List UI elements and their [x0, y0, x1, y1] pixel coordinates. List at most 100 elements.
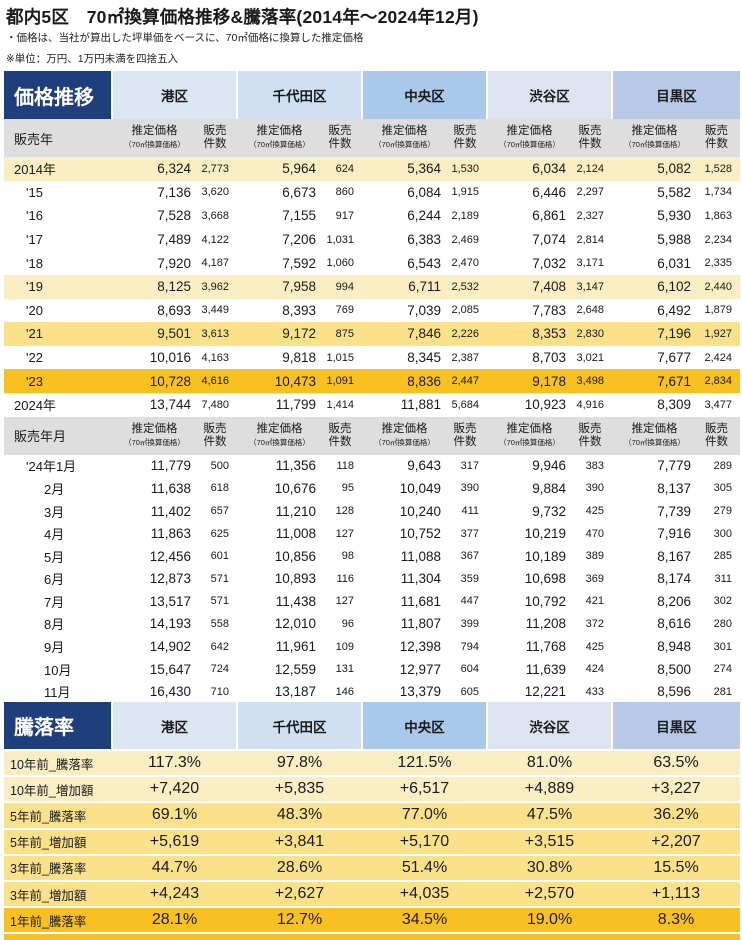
monthly-price-cell: 10,240	[399, 503, 441, 519]
yearly-count-cell: 3,620	[201, 186, 229, 199]
yearly-row: '17 7,489 4,122 7,206 1,031 6,383 2,469 7,074 2,…	[4, 228, 740, 252]
monthly-count-cell: 131	[335, 663, 354, 676]
yearly-count-cell: 4,163	[201, 351, 229, 364]
rate-value-cell: +2,570	[487, 879, 612, 908]
monthly-count-cell: 389	[585, 550, 604, 563]
yearly-count-cell: 4,122	[201, 233, 229, 246]
yearly-count-cell: 3,449	[201, 304, 229, 317]
count-header-line1: 販売	[453, 125, 477, 137]
monthly-count-cell: 116	[336, 572, 354, 585]
yearly-count-cell: 994	[322, 274, 362, 299]
yearly-price-cell: 7,958	[237, 274, 322, 299]
yearly-price-header: 推定価格 （70㎡換算価格）	[362, 119, 447, 157]
monthly-count-cell: 424	[585, 663, 604, 676]
yearly-price-cell: 6,543	[407, 255, 441, 271]
monthly-count-cell: 279	[713, 505, 732, 518]
yearly-count-cell: 917	[335, 209, 354, 222]
yearly-count-cell: 1,528	[697, 157, 740, 181]
price-table: 価格推移 港区 千代田区 中央区 渋谷区 目黒区 販売年 推定価格 （70㎡換算価格…	[4, 71, 740, 726]
rate-ward-header-chuo: 中央区	[361, 702, 487, 750]
yearly-count-cell: 2,297	[576, 186, 604, 199]
count-header-line2: 件数	[328, 435, 352, 448]
yearly-count-cell: 1,414	[326, 398, 354, 411]
monthly-count-cell: 625	[210, 527, 229, 540]
monthly-count-cell: 425	[585, 505, 604, 518]
count-header-line2: 件数	[328, 138, 352, 150]
monthly-count-cell: 604	[460, 663, 479, 676]
yearly-price-cell: 5,988	[657, 232, 691, 248]
monthly-count-cell: 281	[713, 685, 732, 698]
rate-section-title: 騰落率	[4, 702, 112, 750]
yearly-count-cell: 1,927	[697, 322, 740, 346]
monthly-price-cell: 15,647	[149, 661, 191, 677]
monthly-count-cell: 95	[341, 482, 354, 495]
monthly-price-cell: 8,137	[657, 480, 691, 496]
count-header-line2: 件数	[705, 138, 728, 150]
count-header-line1: 販売	[705, 422, 728, 435]
rate-value-cell: +3,515	[487, 827, 612, 855]
yearly-row-label: 2024年	[14, 398, 56, 414]
monthly-count-cell: 372	[585, 617, 604, 630]
monthly-count-cell: 305	[713, 482, 732, 495]
monthly-price-cell: 11,088	[400, 548, 441, 564]
price-header-subtext: （70㎡換算価格）	[624, 140, 685, 149]
monthly-count-cell: 724	[210, 663, 229, 676]
yearly-count-cell: 4,187	[201, 257, 229, 270]
rate-value-cell: 69.1%	[112, 801, 237, 829]
monthly-count-cell: 359	[460, 572, 479, 585]
monthly-price-header: 推定価格 （70㎡換算価格）	[612, 416, 697, 455]
yearly-period-label: 販売年	[4, 119, 112, 157]
monthly-count-cell: 447	[460, 595, 479, 608]
rate-value-cell: +5,619	[112, 827, 237, 855]
yearly-row-label: '20	[26, 302, 43, 318]
monthly-price-cell: 13,517	[149, 593, 191, 609]
yearly-count-header: 販売 件数	[322, 119, 362, 157]
monthly-price-cell: 12,977	[399, 661, 441, 677]
monthly-price-cell: 13,187	[274, 684, 316, 700]
price-header-text: 推定価格	[131, 125, 178, 137]
yearly-count-cell: 4,916	[576, 398, 604, 411]
monthly-count-cell: 96	[341, 617, 354, 630]
monthly-period-label: 販売年月	[4, 416, 112, 455]
monthly-count-cell: 317	[460, 459, 479, 472]
rate-row-label: 10年前_騰落率	[4, 748, 112, 777]
rate-rows: 10年前_騰落率 117.3% 97.8% 121.5% 81.0% 63.5% 10年前_…	[4, 748, 740, 940]
monthly-count-cell: 118	[336, 459, 354, 472]
rate-value-cell: 121.5%	[362, 748, 487, 777]
monthly-row-label: 4月	[44, 527, 65, 543]
monthly-price-cell: 10,676	[274, 480, 316, 496]
yearly-count-cell: 2,470	[451, 257, 479, 270]
monthly-count-cell: 618	[210, 482, 229, 495]
yearly-count-cell: 4,616	[197, 369, 237, 393]
rate-value-cell: 19.0%	[487, 906, 612, 934]
yearly-count-header: 販売 件数	[572, 119, 612, 157]
yearly-price-cell: 9,818	[282, 350, 316, 366]
ward-header-meguro: 目黒区	[611, 71, 740, 119]
price-section-title: 価格推移	[4, 71, 112, 119]
page-title: 都内5区 70㎡換算価格推移&騰落率(2014年～2024年12月)	[6, 7, 479, 27]
rate-value-cell: 8.3%	[612, 906, 740, 934]
price-header-subtext: （70㎡換算価格）	[249, 437, 310, 447]
monthly-price-cell: 9,643	[407, 458, 441, 474]
yearly-price-cell: 11,881	[400, 397, 441, 413]
monthly-row-label: 8月	[44, 617, 65, 633]
rate-row: 5年前_増加額 +5,619 +3,841 +5,170 +3,515 +2,207	[4, 827, 740, 855]
yearly-count-cell: 2,773	[197, 157, 237, 181]
monthly-price-cell: 12,221	[524, 684, 566, 700]
monthly-price-header: 推定価格 （70㎡換算価格）	[487, 416, 572, 455]
monthly-price-cell: 10,049	[399, 480, 441, 496]
monthly-price-cell: 16,430	[149, 684, 191, 700]
yearly-count-cell: 1,879	[704, 304, 732, 317]
yearly-price-cell: 8,125	[112, 274, 197, 299]
monthly-count-cell: 390	[460, 482, 479, 495]
monthly-price-cell: 12,559	[274, 661, 316, 677]
price-header-text: 推定価格	[381, 422, 428, 435]
count-header-line1: 販売	[203, 422, 227, 435]
rate-value-cell: +3,016	[112, 932, 237, 940]
monthly-price-cell: 8,948	[657, 639, 691, 655]
yearly-row-label: '22	[26, 350, 43, 366]
count-header-line1: 販売	[705, 125, 728, 137]
monthly-price-header: 推定価格 （70㎡換算価格）	[362, 416, 447, 455]
yearly-row-label: '23	[4, 369, 112, 393]
yearly-count-cell: 2,085	[451, 304, 479, 317]
